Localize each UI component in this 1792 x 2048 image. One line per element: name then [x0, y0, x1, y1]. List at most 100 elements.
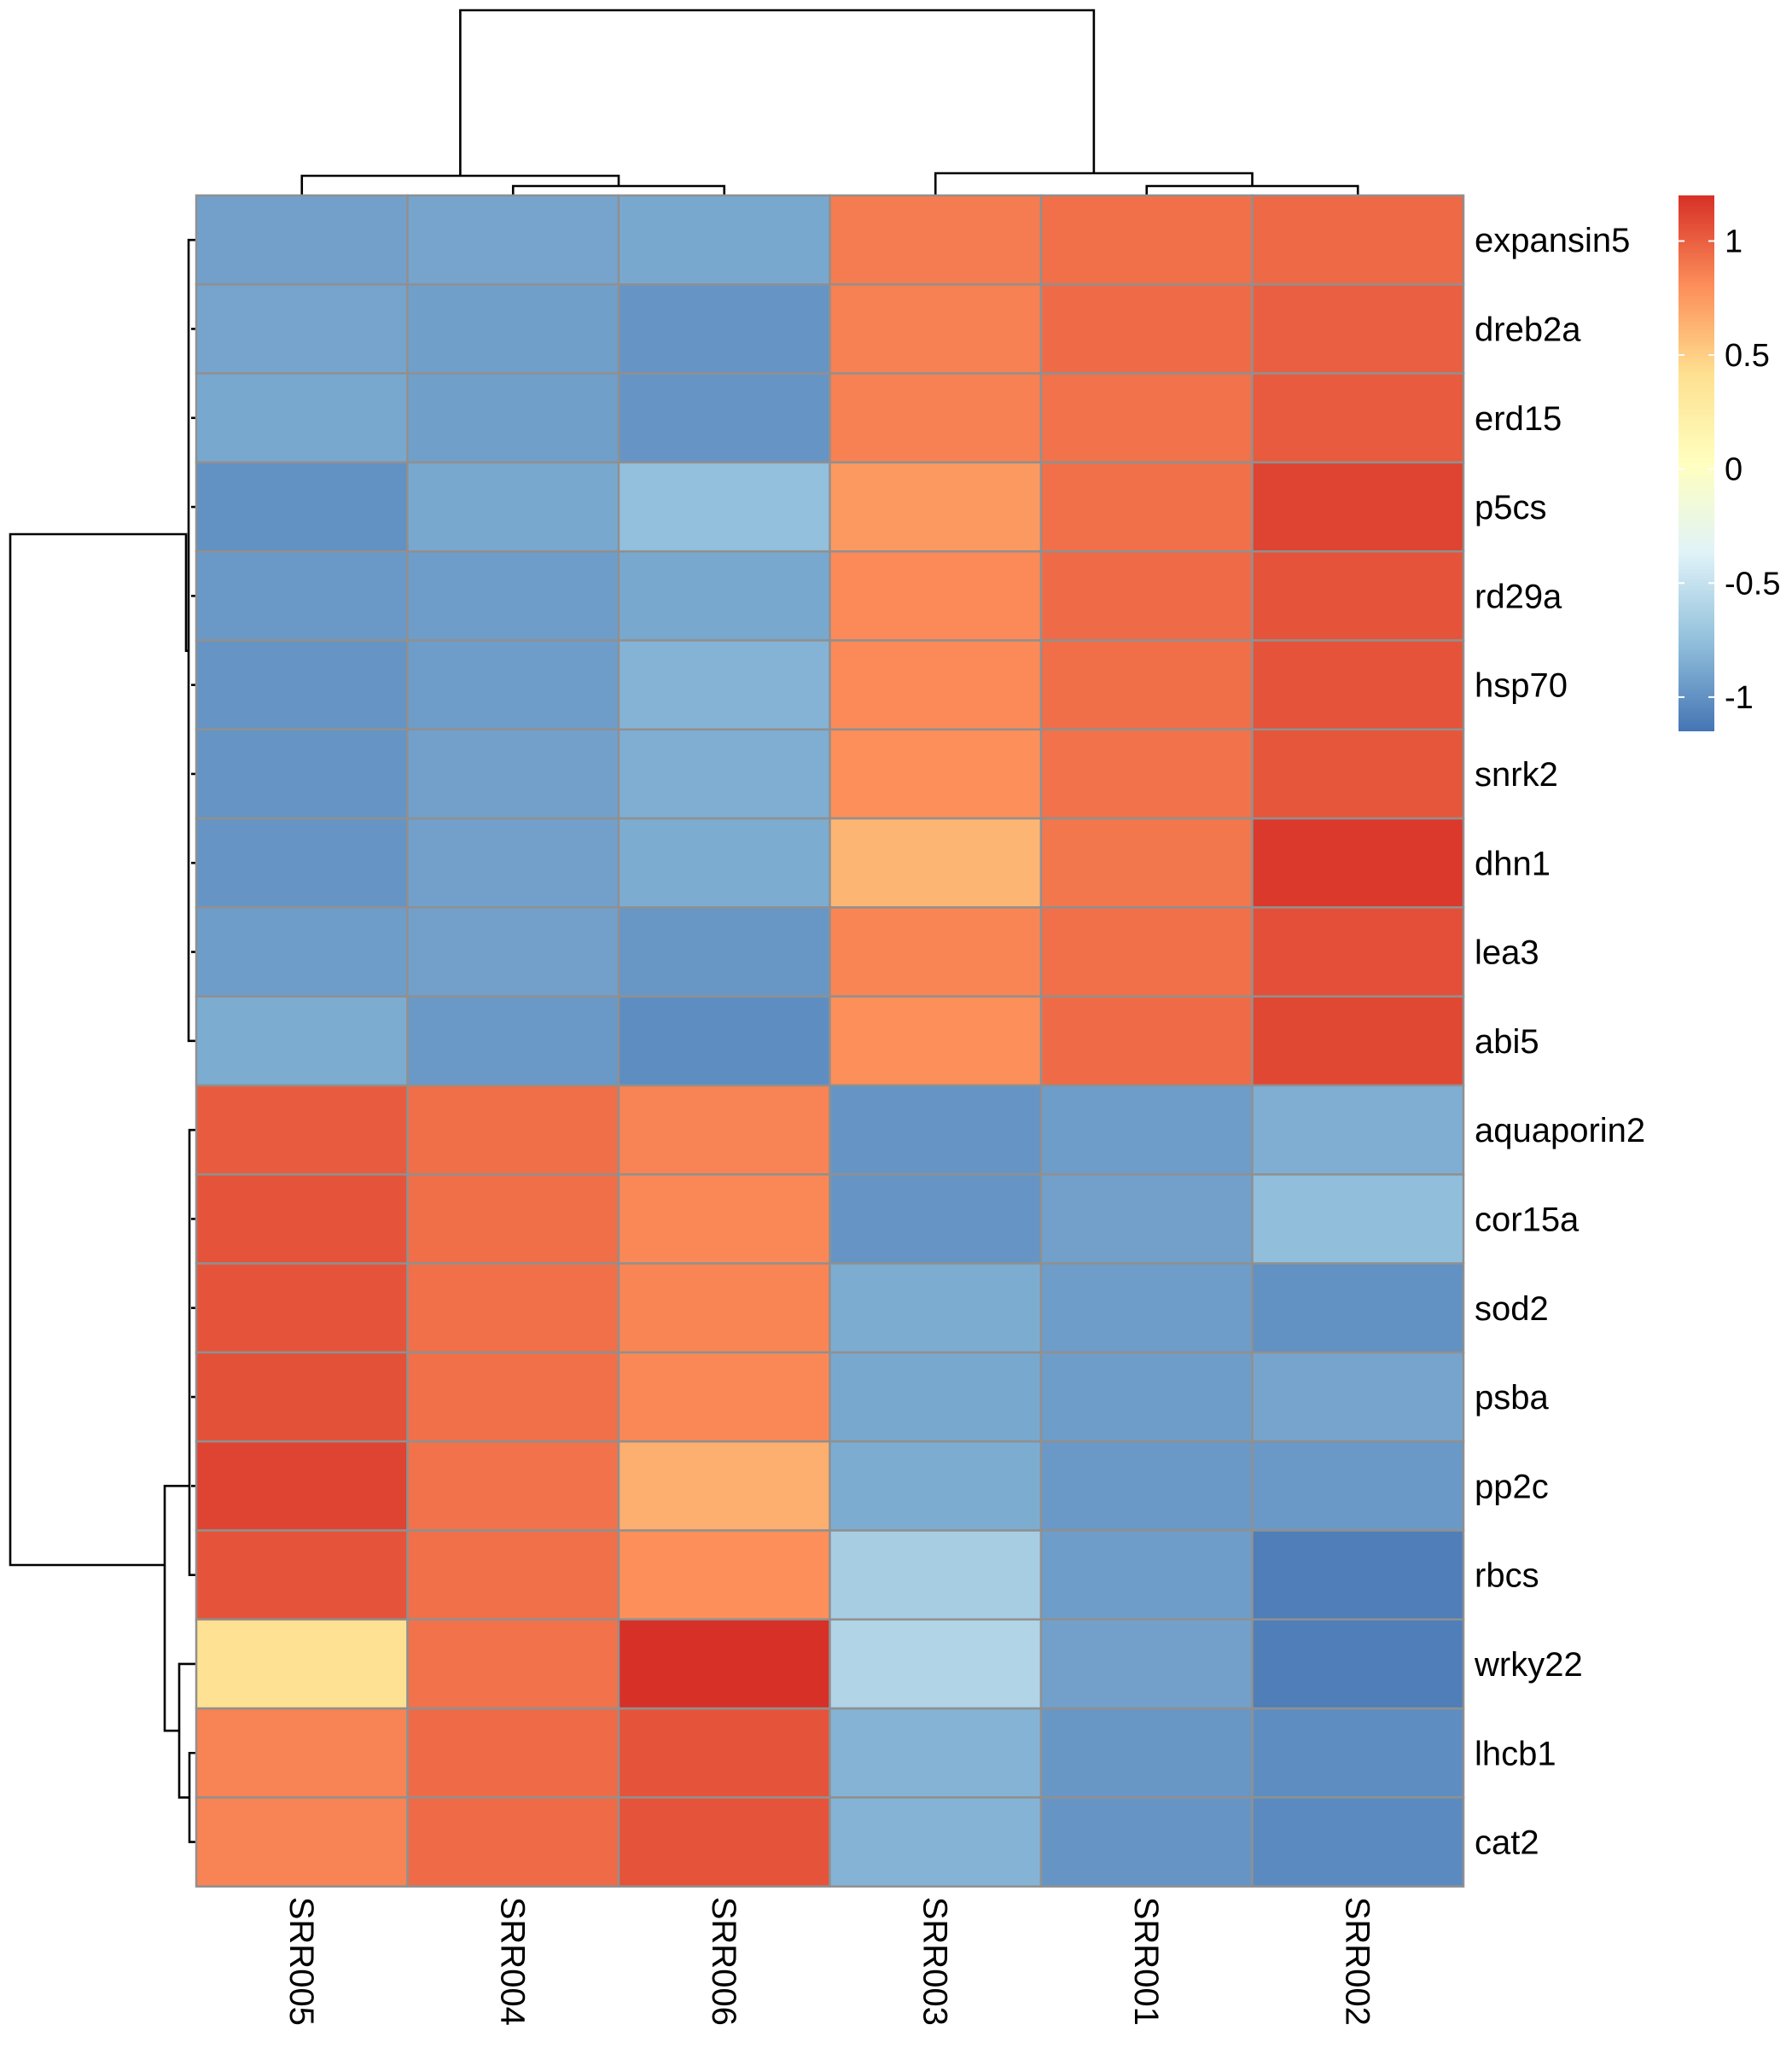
- heatmap-cell-psba-SRR004: [406, 1351, 620, 1443]
- heatmap-cell-psba-SRR003: [829, 1351, 1043, 1443]
- column-label: SRR001: [1127, 1897, 1165, 2026]
- legend-color-bar: [1679, 195, 1714, 731]
- heatmap-cell-expansin5-SRR006: [617, 194, 831, 286]
- heatmap-cell-abi5-SRR002: [1251, 995, 1465, 1087]
- heatmap-cell-cat2-SRR003: [829, 1796, 1043, 1888]
- heatmap-cell-sod2-SRR002: [1251, 1262, 1465, 1354]
- heatmap-cell-pp2c-SRR001: [1039, 1440, 1254, 1532]
- heatmap-cell-dhn1-SRR006: [617, 817, 831, 909]
- heatmap-cell-abi5-SRR003: [829, 995, 1043, 1087]
- heatmap-cell-aquaporin2-SRR005: [195, 1084, 409, 1176]
- heatmap-cell-cat2-SRR002: [1251, 1796, 1465, 1888]
- heatmap-cell-aquaporin2-SRR003: [829, 1084, 1043, 1176]
- row-dendrogram-branch: [187, 684, 196, 1043]
- row-label: hsp70: [1475, 667, 1568, 705]
- heatmap-cell-rd29a-SRR002: [1251, 550, 1465, 642]
- heatmap-cell-rd29a-SRR005: [195, 550, 409, 642]
- row-label: rbcs: [1475, 1557, 1539, 1595]
- heatmap-cells: [195, 194, 1465, 1888]
- heatmap-cell-lea3-SRR004: [406, 906, 620, 998]
- heatmap-cell-wrky22-SRR004: [406, 1618, 620, 1710]
- row-label: wrky22: [1474, 1646, 1583, 1684]
- row-labels: expansin5 dreb2a erd15 p5cs rd29a hsp70 snrk2 d…: [1474, 222, 1645, 1861]
- row-label: cat2: [1475, 1824, 1539, 1862]
- heatmap-cell-erd15-SRR002: [1251, 372, 1465, 464]
- heatmap-cell-erd15-SRR004: [406, 372, 620, 464]
- row-label: lhcb1: [1475, 1735, 1556, 1772]
- heatmap-cell-cor15a-SRR003: [829, 1173, 1043, 1265]
- heatmap-cell-lea3-SRR006: [617, 906, 831, 998]
- column-label: SRR002: [1338, 1897, 1376, 2026]
- heatmap-cell-lhcb1-SRR006: [617, 1707, 831, 1799]
- heatmap-cell-expansin5-SRR001: [1039, 194, 1254, 286]
- heatmap-cell-hsp70-SRR005: [195, 639, 409, 731]
- heatmap-cell-snrk2-SRR004: [406, 728, 620, 820]
- heatmap-cell-erd15-SRR003: [829, 372, 1043, 464]
- heatmap-cell-sod2-SRR005: [195, 1262, 409, 1354]
- heatmap-cell-psba-SRR005: [195, 1351, 409, 1443]
- heatmap-cell-rbcs-SRR001: [1039, 1529, 1254, 1621]
- heatmap-cell-snrk2-SRR002: [1251, 728, 1465, 820]
- row-label: p5cs: [1475, 489, 1547, 527]
- heatmap-cell-pp2c-SRR005: [195, 1440, 409, 1532]
- heatmap-cell-dreb2a-SRR002: [1251, 283, 1465, 375]
- heatmap-cell-dreb2a-SRR003: [829, 283, 1043, 375]
- heatmap-cell-hsp70-SRR004: [406, 639, 620, 731]
- heatmap-cell-pp2c-SRR003: [829, 1440, 1043, 1532]
- heatmap-cell-dhn1-SRR005: [195, 817, 409, 909]
- legend-tick-label: -0.5: [1725, 566, 1780, 602]
- heatmap-cell-erd15-SRR001: [1039, 372, 1254, 464]
- heatmap-cell-hsp70-SRR006: [617, 639, 831, 731]
- heatmap-cell-sod2-SRR004: [406, 1262, 620, 1354]
- heatmap-cell-rbcs-SRR002: [1251, 1529, 1465, 1621]
- row-dendrogram: [9, 238, 196, 1843]
- heatmap-cell-lea3-SRR005: [195, 906, 409, 998]
- row-dendrogram-root: [9, 532, 189, 1567]
- heatmap-cell-aquaporin2-SRR004: [406, 1084, 620, 1176]
- heatmap-cell-p5cs-SRR004: [406, 461, 620, 553]
- row-label: snrk2: [1475, 756, 1558, 794]
- heatmap-cell-wrky22-SRR001: [1039, 1618, 1254, 1710]
- row-label: psba: [1475, 1379, 1549, 1417]
- heatmap-cell-cat2-SRR004: [406, 1796, 620, 1888]
- heatmap-cell-dhn1-SRR001: [1039, 817, 1254, 909]
- column-label: SRR004: [493, 1897, 531, 2026]
- color-legend: 1 0.5 0 -0.5 -1: [1679, 195, 1780, 731]
- heatmap-cell-psba-SRR006: [617, 1351, 831, 1443]
- heatmap-cell-pp2c-SRR002: [1251, 1440, 1465, 1532]
- legend-tick-label: -1: [1725, 680, 1754, 716]
- heatmap-cell-rd29a-SRR003: [829, 550, 1043, 642]
- row-label: abi5: [1475, 1023, 1539, 1061]
- heatmap-cell-dreb2a-SRR005: [195, 283, 409, 375]
- heatmap-cell-cor15a-SRR006: [617, 1173, 831, 1265]
- column-label: SRR006: [705, 1897, 742, 2026]
- row-label: cor15a: [1475, 1201, 1580, 1238]
- heatmap-cell-erd15-SRR005: [195, 372, 409, 464]
- heatmap-cell-p5cs-SRR005: [195, 461, 409, 553]
- heatmap-cell-p5cs-SRR001: [1039, 461, 1254, 553]
- heatmap-cell-lhcb1-SRR004: [406, 1707, 620, 1799]
- heatmap-cell-snrk2-SRR006: [617, 728, 831, 820]
- heatmap-cell-lhcb1-SRR003: [829, 1707, 1043, 1799]
- heatmap-cell-abi5-SRR006: [617, 995, 831, 1087]
- column-dendrogram-branch: [934, 172, 1254, 195]
- heatmap-cell-psba-SRR002: [1251, 1351, 1465, 1443]
- heatmap-cell-aquaporin2-SRR002: [1251, 1084, 1465, 1176]
- row-dendrogram-branch: [177, 1662, 196, 1799]
- heatmap-cell-hsp70-SRR001: [1039, 639, 1254, 731]
- heatmap-cell-snrk2-SRR003: [829, 728, 1043, 820]
- heatmap-cell-rbcs-SRR004: [406, 1529, 620, 1621]
- heatmap-cell-aquaporin2-SRR006: [617, 1084, 831, 1176]
- heatmap-cell-snrk2-SRR005: [195, 728, 409, 820]
- heatmap-cell-abi5-SRR004: [406, 995, 620, 1087]
- heatmap-cell-dhn1-SRR002: [1251, 817, 1465, 909]
- heatmap-cell-lea3-SRR001: [1039, 906, 1254, 998]
- heatmap-cell-erd15-SRR006: [617, 372, 831, 464]
- heatmap-cell-hsp70-SRR003: [829, 639, 1043, 731]
- row-label: dhn1: [1475, 845, 1551, 882]
- row-dendrogram-branch: [188, 1486, 196, 1576]
- heatmap-cell-lhcb1-SRR002: [1251, 1707, 1465, 1799]
- heatmap-cell-p5cs-SRR003: [829, 461, 1043, 553]
- column-dendrogram-branch: [1145, 184, 1359, 195]
